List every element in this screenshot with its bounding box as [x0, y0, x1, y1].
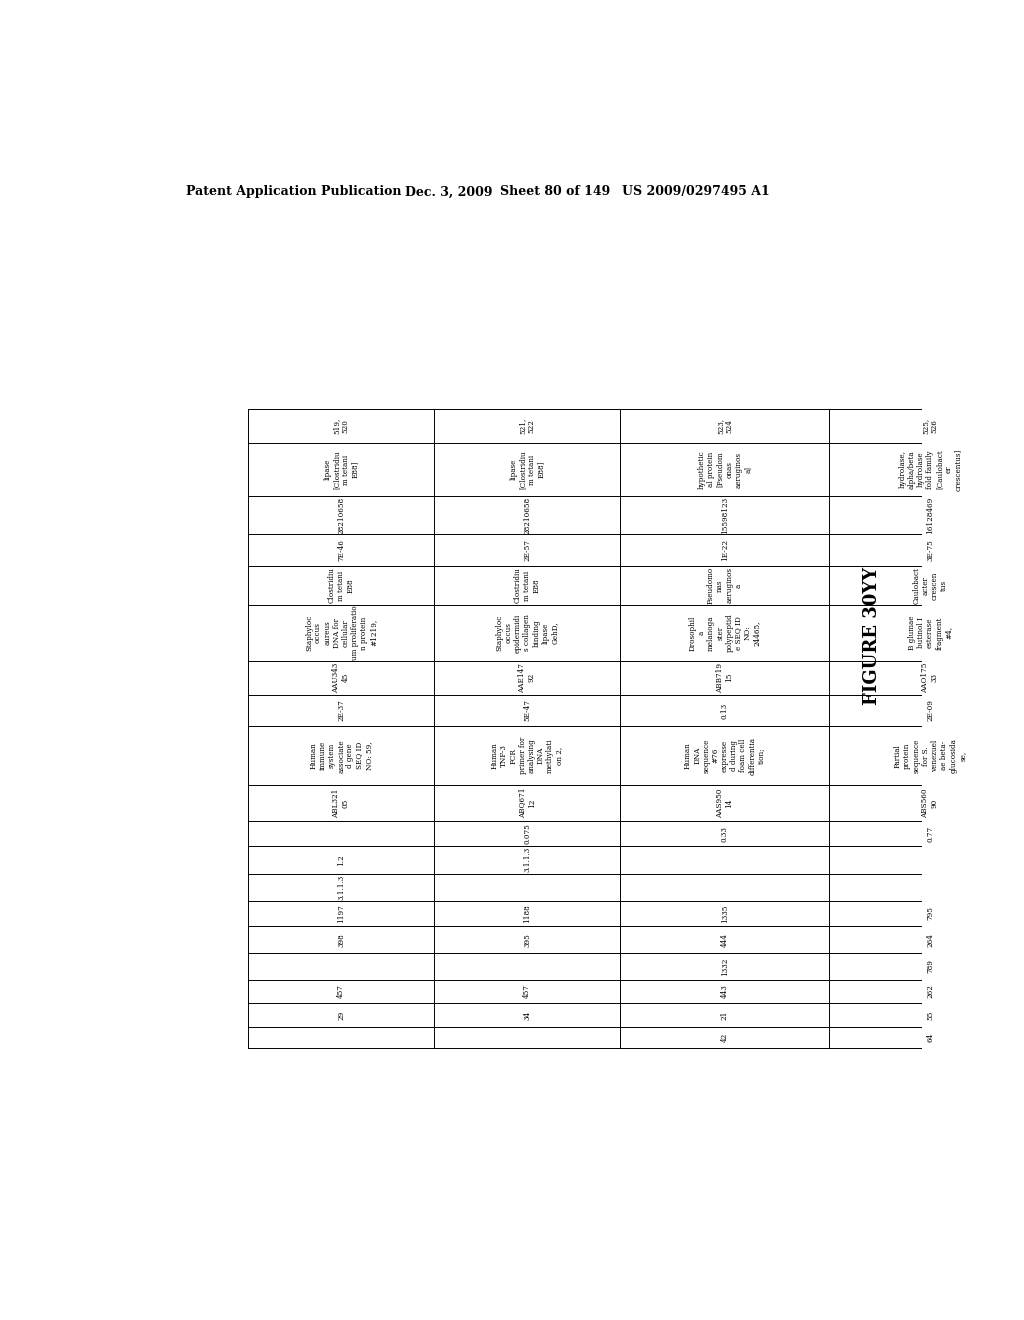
Text: Patent Application Publication: Patent Application Publication	[186, 185, 401, 198]
Text: 15598123: 15598123	[721, 496, 729, 535]
Text: hydrolase,
alpha/beta
hydrolase
fold family
[Caulobact
er
crescentus]: hydrolase, alpha/beta hydrolase fold fam…	[898, 449, 962, 491]
Text: ABL321
05: ABL321 05	[333, 788, 350, 818]
Text: lipase
[Clostridiu
m tetani
E88]: lipase [Clostridiu m tetani E88]	[509, 450, 545, 488]
Text: 1332: 1332	[721, 957, 729, 975]
Text: 523,
524: 523, 524	[716, 417, 733, 434]
Text: Partial
protein
sequence
for S.
venezuel
ae beta-
glucosida
se,: Partial protein sequence for S. venezuel…	[894, 738, 967, 774]
Text: Dec. 3, 2009: Dec. 3, 2009	[406, 185, 493, 198]
Text: ABQ671
12: ABQ671 12	[518, 788, 536, 818]
Text: AAU343
45: AAU343 45	[333, 663, 350, 693]
Text: Clostridiu
m tetani
E88: Clostridiu m tetani E88	[328, 568, 354, 603]
Text: 0.33: 0.33	[721, 826, 729, 842]
Text: 0.075: 0.075	[523, 824, 531, 843]
Text: AAO175
33: AAO175 33	[922, 663, 939, 693]
Text: FIGURE 30YY: FIGURE 30YY	[863, 566, 881, 705]
Text: 34: 34	[523, 1010, 531, 1019]
Text: 3E-75: 3E-75	[926, 539, 934, 561]
Text: 1197: 1197	[337, 904, 345, 923]
Text: 1.2: 1.2	[337, 854, 345, 866]
Text: US 2009/0297495 A1: US 2009/0297495 A1	[623, 185, 770, 198]
Text: AAS950
14: AAS950 14	[716, 788, 733, 818]
Text: 521,
522: 521, 522	[518, 417, 536, 434]
Text: 395: 395	[523, 933, 531, 946]
Text: 21: 21	[721, 1010, 729, 1019]
Text: Caulobact
acter
crescen
tus: Caulobact acter crescen tus	[912, 568, 948, 605]
Text: Staphyloc
occus
epidermidi
s collagen
binding
lipase
GehD,: Staphyloc occus epidermidi s collagen bi…	[496, 614, 559, 652]
Text: 1188: 1188	[523, 904, 531, 923]
Text: 3.1.1.3: 3.1.1.3	[523, 847, 531, 873]
Text: 16128469: 16128469	[926, 496, 934, 535]
Text: 2E-09: 2E-09	[926, 700, 934, 722]
Text: 398: 398	[337, 933, 345, 946]
Text: 42: 42	[721, 1032, 729, 1041]
Text: ABS560
90: ABS560 90	[922, 788, 939, 818]
Text: lipase
[Clostridiu
m tetani
E88]: lipase [Clostridiu m tetani E88]	[324, 450, 359, 488]
Text: 262: 262	[926, 985, 934, 998]
Text: Staphyloc
occus
aureus
DNA for
cellular
um proliferatio
n protein
#1219,: Staphyloc occus aureus DNA for cellular …	[305, 606, 377, 660]
Text: 5E-47: 5E-47	[523, 700, 531, 722]
Text: 443: 443	[721, 985, 729, 998]
Text: 519,
520: 519, 520	[333, 417, 350, 434]
Text: 2E-57: 2E-57	[523, 539, 531, 561]
Text: Human
immune
system
associate
d gene
SEQ ID
NO: 59,: Human immune system associate d gene SEQ…	[309, 739, 373, 772]
Text: 28210658: 28210658	[337, 496, 345, 535]
Text: Human
TNF-3
PCR
primer for
analysing
DNA
methylati
on 2,: Human TNF-3 PCR primer for analysing DNA…	[490, 737, 563, 775]
Text: Human
DNA
sequence
#76
expresse
d during
foam cell
differentia
tion;: Human DNA sequence #76 expresse d during…	[684, 737, 766, 775]
Text: 789: 789	[926, 960, 934, 973]
Text: 28210658: 28210658	[523, 496, 531, 535]
Text: 55: 55	[926, 1010, 934, 1019]
Text: 444: 444	[721, 933, 729, 946]
Text: Clostridiu
m tetani
E88: Clostridiu m tetani E88	[514, 568, 541, 603]
Text: 3.1.1.3: 3.1.1.3	[337, 875, 345, 900]
Text: Pseudomo
nas
aeruginos
a: Pseudomo nas aeruginos a	[707, 566, 742, 605]
Text: 29: 29	[337, 1010, 345, 1019]
Text: 0.13: 0.13	[721, 702, 729, 718]
Text: B glumae
butinol I
esterase
fragment
#4,: B glumae butinol I esterase fragment #4,	[907, 615, 952, 651]
Text: 1335: 1335	[721, 904, 729, 923]
Text: ABB719
15: ABB719 15	[716, 663, 733, 693]
Text: Drosophil
a
melanoga
ster
polypeptid
e SEQ ID
NO:
24465,: Drosophil a melanoga ster polypeptid e S…	[688, 614, 761, 652]
Text: 64: 64	[926, 1032, 934, 1041]
Text: 457: 457	[523, 985, 531, 998]
Text: 7E-46: 7E-46	[337, 539, 345, 561]
Text: 1E-22: 1E-22	[721, 539, 729, 561]
Text: 264: 264	[926, 933, 934, 946]
Text: 525,
526: 525, 526	[922, 417, 939, 434]
Text: 2E-37: 2E-37	[337, 700, 345, 722]
Text: 795: 795	[926, 907, 934, 920]
Text: AAE147
92: AAE147 92	[518, 663, 536, 693]
Text: Sheet 80 of 149: Sheet 80 of 149	[500, 185, 610, 198]
Text: hypothetic
al protein
[Pseudom
onas
aeruginos
a]: hypothetic al protein [Pseudom onas aeru…	[697, 450, 752, 488]
Text: 0.77: 0.77	[926, 825, 934, 842]
Text: 457: 457	[337, 985, 345, 998]
